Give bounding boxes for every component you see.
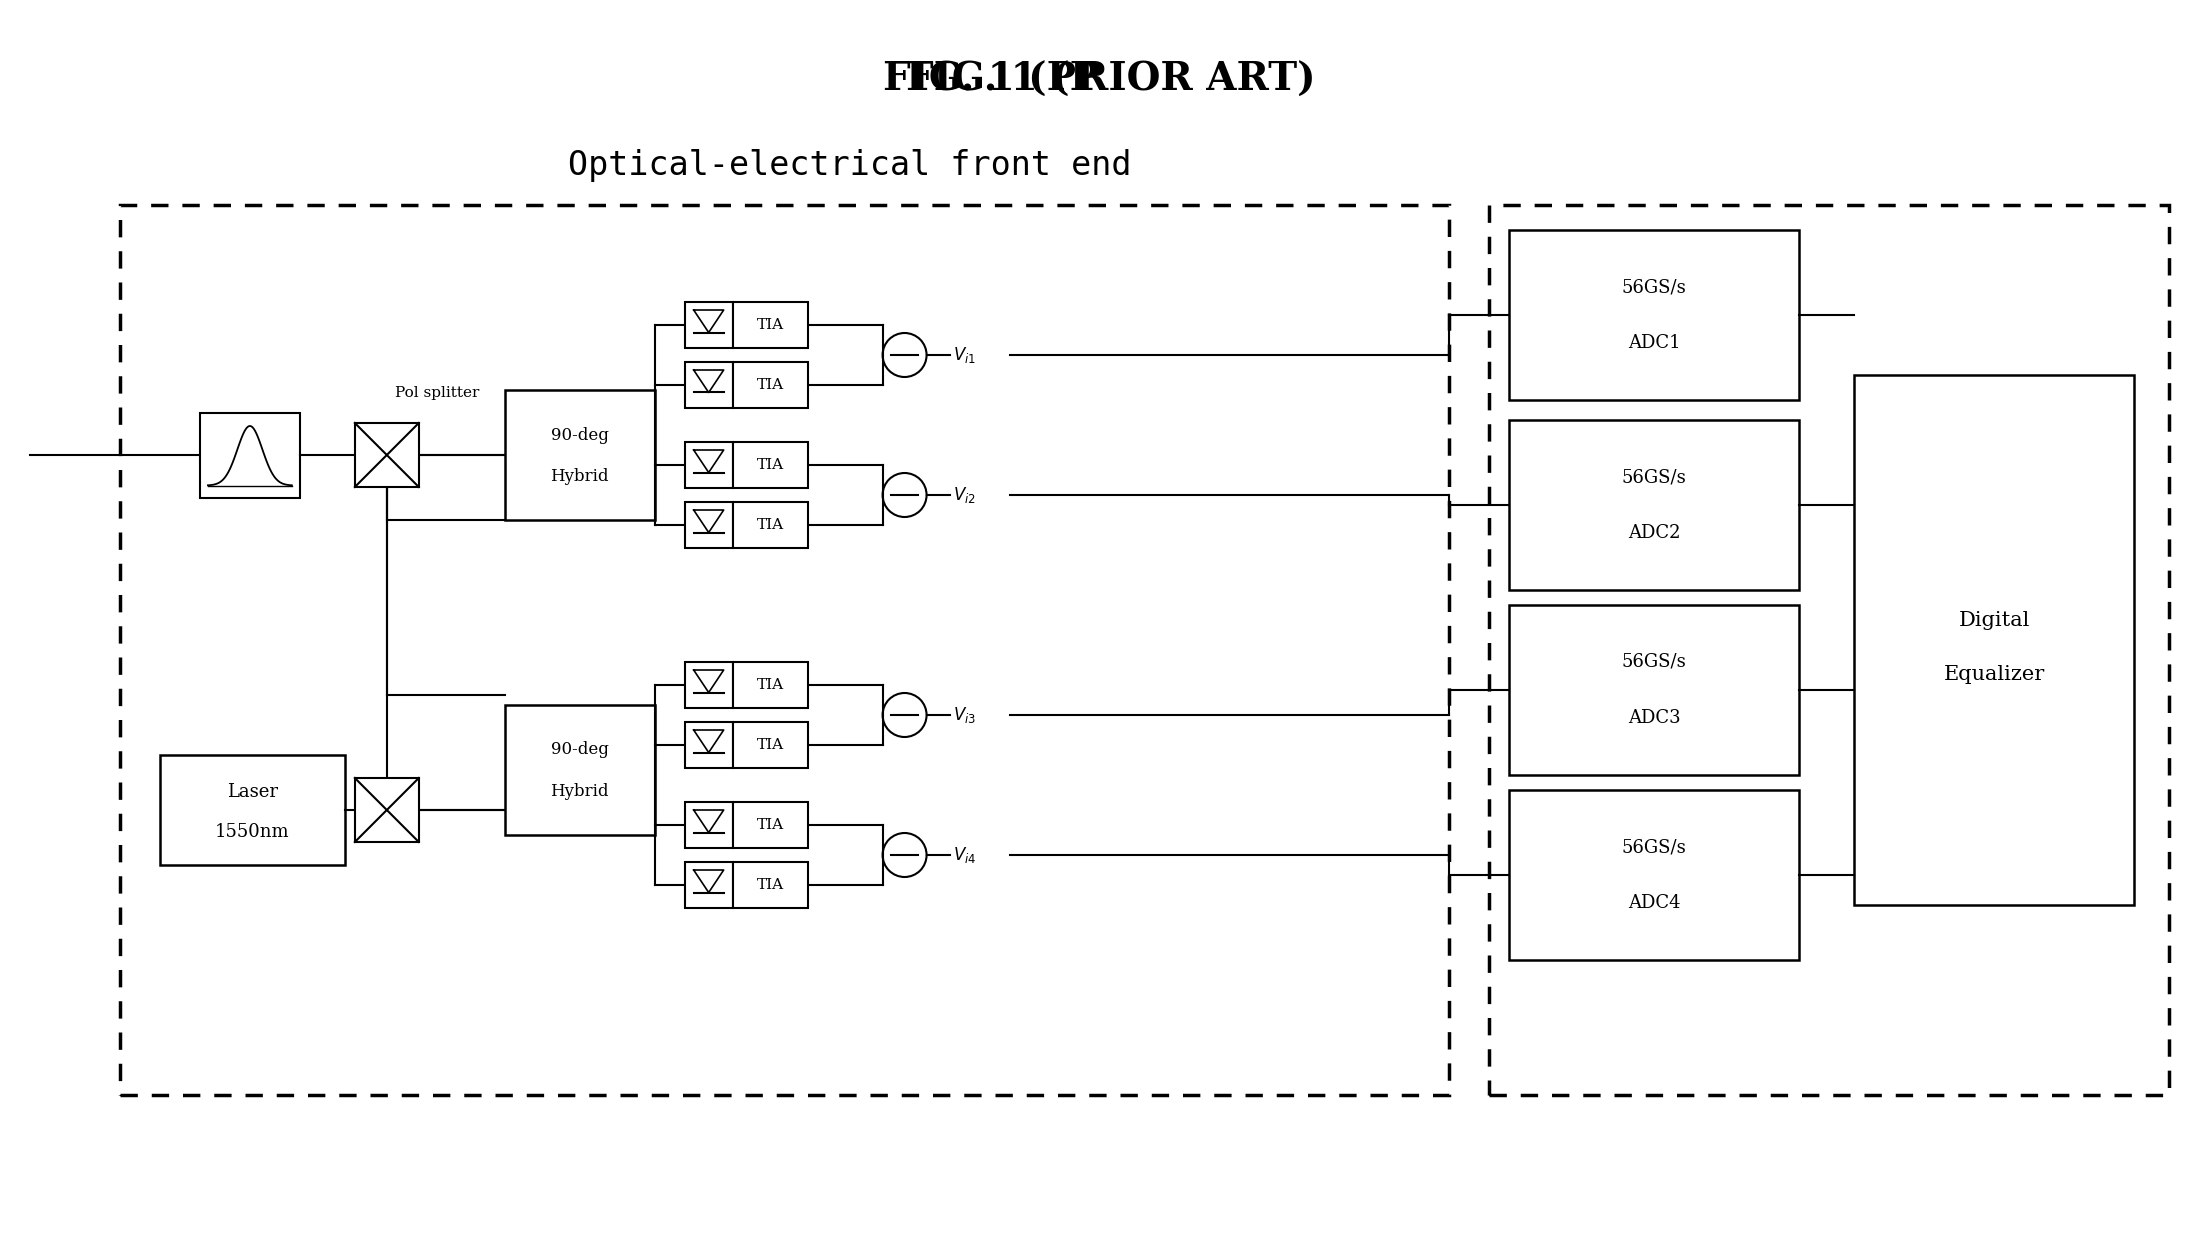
Text: 90-deg: 90-deg bbox=[550, 741, 609, 758]
Bar bbox=[732, 362, 807, 408]
Bar bbox=[684, 362, 732, 408]
Text: ADC4: ADC4 bbox=[1627, 894, 1680, 911]
Bar bbox=[732, 303, 807, 348]
Text: TIA: TIA bbox=[756, 378, 783, 391]
Bar bbox=[732, 442, 807, 488]
Bar bbox=[732, 662, 807, 708]
Text: ADC2: ADC2 bbox=[1627, 524, 1680, 542]
Text: TIA: TIA bbox=[756, 458, 783, 472]
Text: Laser: Laser bbox=[226, 783, 277, 802]
Bar bbox=[354, 424, 418, 487]
Text: 56GS/s: 56GS/s bbox=[1623, 653, 1687, 671]
Bar bbox=[732, 862, 807, 908]
Polygon shape bbox=[693, 730, 723, 752]
Bar bbox=[354, 778, 418, 842]
Text: TIA: TIA bbox=[756, 678, 783, 692]
Text: Optical-electrical front end: Optical-electrical front end bbox=[567, 148, 1130, 182]
Text: Hybrid: Hybrid bbox=[550, 468, 609, 485]
Bar bbox=[684, 662, 732, 708]
Text: TIA: TIA bbox=[756, 818, 783, 832]
Bar bbox=[1509, 230, 1799, 400]
Text: $V_{i3}$: $V_{i3}$ bbox=[952, 705, 976, 725]
Bar bbox=[684, 862, 732, 908]
Bar bbox=[684, 802, 732, 848]
Bar bbox=[121, 205, 1449, 1095]
Bar bbox=[684, 501, 732, 548]
Bar bbox=[684, 722, 732, 768]
Bar bbox=[732, 802, 807, 848]
Bar bbox=[1509, 420, 1799, 590]
Text: 90-deg: 90-deg bbox=[550, 426, 609, 443]
Polygon shape bbox=[693, 869, 723, 893]
Text: TIA: TIA bbox=[756, 517, 783, 532]
Polygon shape bbox=[693, 810, 723, 832]
Text: $V_{i2}$: $V_{i2}$ bbox=[952, 485, 976, 505]
Text: $V_{i1}$: $V_{i1}$ bbox=[952, 345, 976, 366]
Bar bbox=[684, 303, 732, 348]
Text: 56GS/s: 56GS/s bbox=[1623, 278, 1687, 296]
Text: FIG. 1 (PRIOR ART): FIG. 1 (PRIOR ART) bbox=[884, 61, 1315, 99]
Text: Pol splitter: Pol splitter bbox=[394, 387, 479, 400]
Bar bbox=[161, 755, 345, 864]
Bar bbox=[200, 412, 299, 498]
Text: ADC3: ADC3 bbox=[1627, 709, 1680, 727]
Polygon shape bbox=[693, 671, 723, 693]
Text: 56GS/s: 56GS/s bbox=[1623, 839, 1687, 856]
Polygon shape bbox=[693, 370, 723, 393]
Text: TIA: TIA bbox=[756, 878, 783, 892]
Text: Hybrid: Hybrid bbox=[550, 783, 609, 800]
Text: 56GS/s: 56GS/s bbox=[1623, 468, 1687, 487]
Text: $V_{i4}$: $V_{i4}$ bbox=[952, 845, 976, 864]
Bar bbox=[506, 705, 655, 835]
Bar bbox=[506, 390, 655, 520]
Text: 1550nm: 1550nm bbox=[216, 823, 290, 841]
Bar bbox=[732, 722, 807, 768]
Text: Equalizer: Equalizer bbox=[1944, 666, 2045, 684]
Bar bbox=[1509, 790, 1799, 960]
Text: FIG. 1 (P: FIG. 1 (P bbox=[906, 61, 1100, 99]
Text: ADC1: ADC1 bbox=[1627, 333, 1680, 352]
Bar bbox=[1509, 605, 1799, 776]
Bar bbox=[732, 501, 807, 548]
Polygon shape bbox=[693, 510, 723, 532]
Text: TIA: TIA bbox=[756, 317, 783, 332]
Bar bbox=[684, 442, 732, 488]
Bar bbox=[1489, 205, 2168, 1095]
Text: Digital: Digital bbox=[1959, 610, 2030, 630]
Text: TIA: TIA bbox=[756, 739, 783, 752]
Polygon shape bbox=[693, 450, 723, 473]
Polygon shape bbox=[693, 310, 723, 332]
Bar bbox=[1854, 375, 2133, 905]
